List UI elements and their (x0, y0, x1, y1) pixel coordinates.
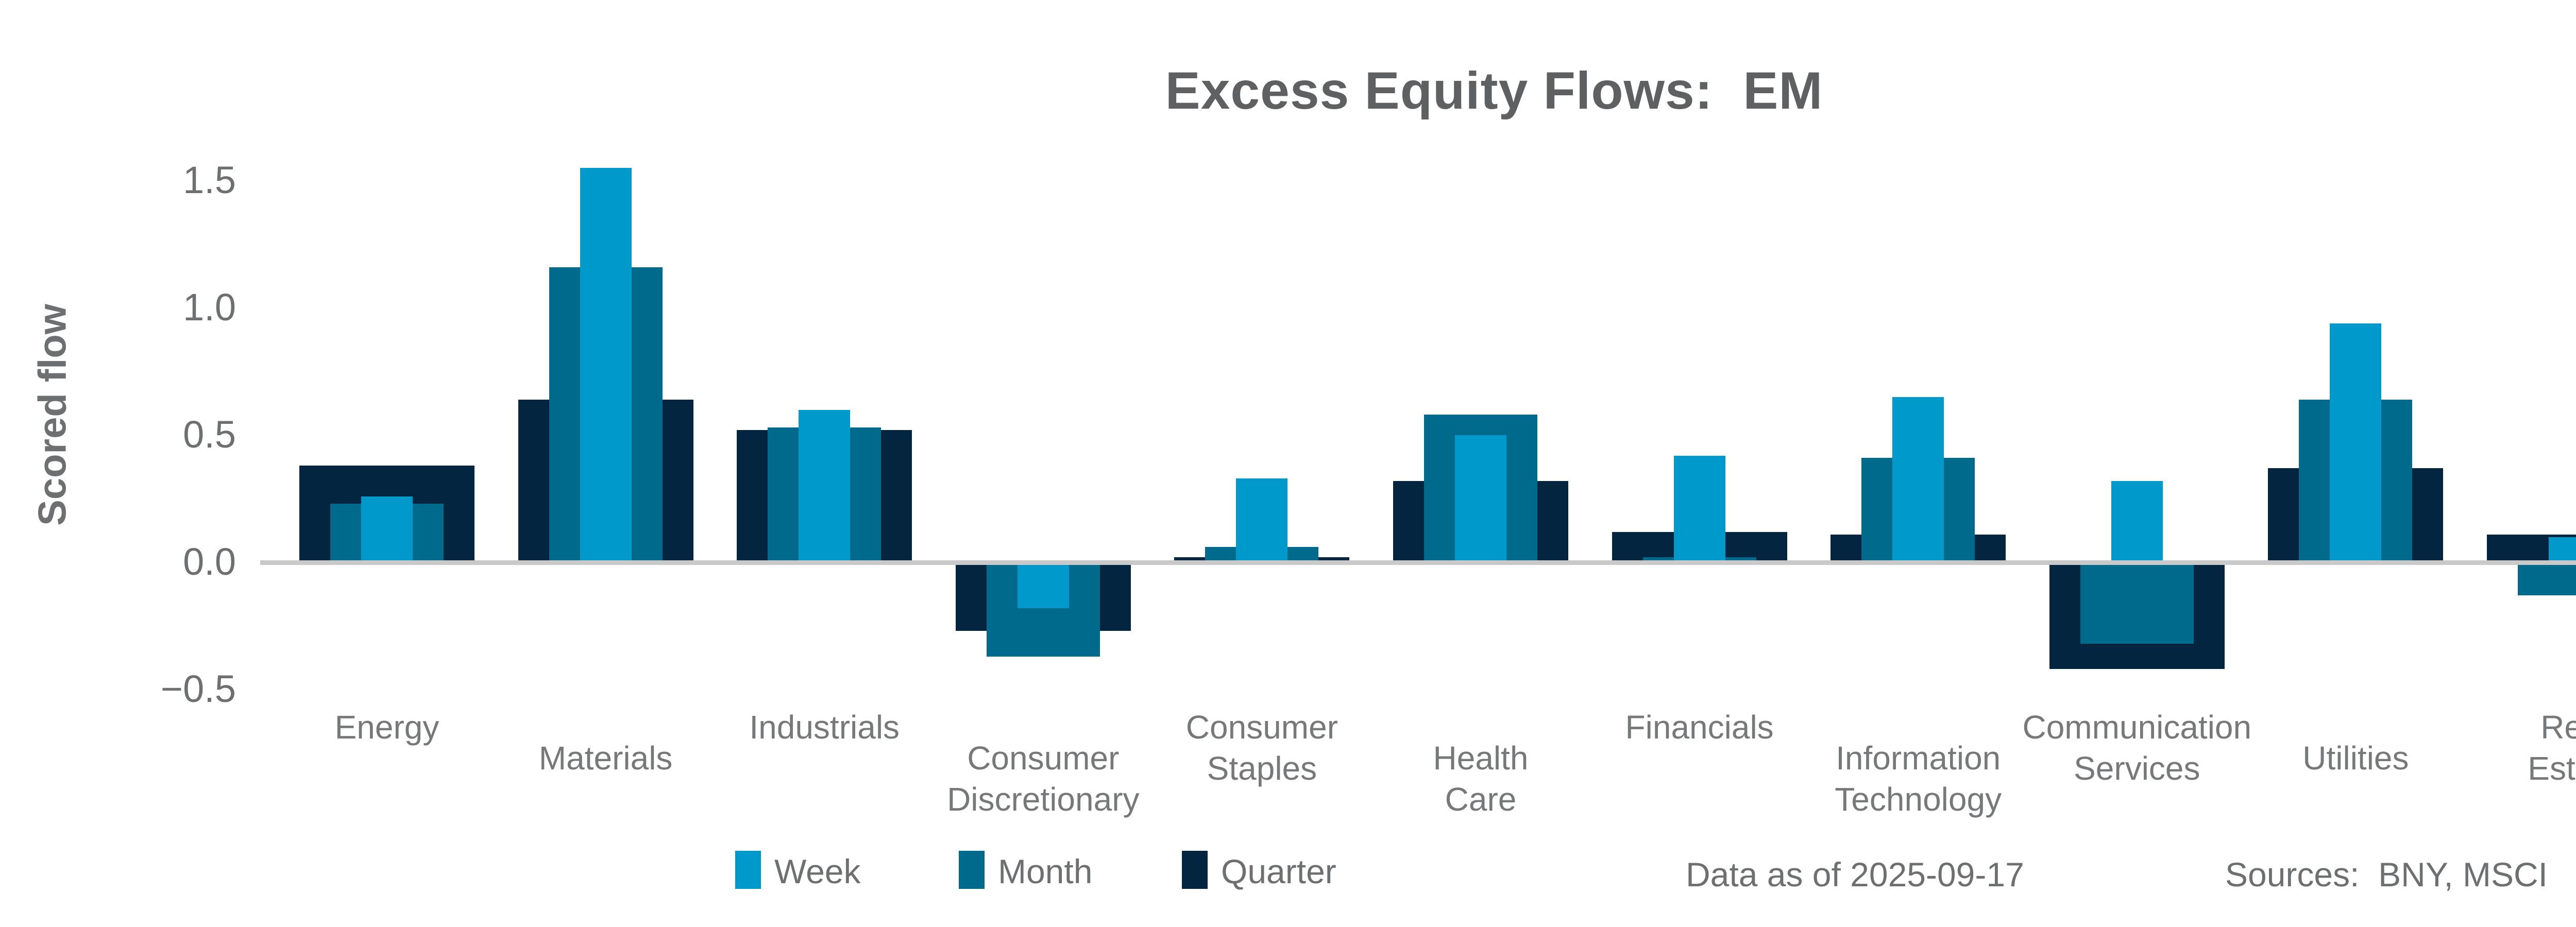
bar-week-health-care (1455, 435, 1506, 562)
y-tick-label-0.0: 0.0 (183, 540, 236, 583)
x-category-label-financials: Financials (1625, 709, 1774, 746)
bar-week-real-estate (2549, 537, 2576, 562)
legend-label-quarter: Quarter (1221, 852, 1336, 890)
bar-week-consumer-staples (1236, 478, 1288, 562)
bar-week-energy (361, 496, 413, 562)
bar-week-information-technology (1892, 397, 1944, 562)
bar-month-real-estate (2518, 562, 2576, 596)
bar-week-materials (580, 168, 632, 562)
x-category-label-communication-services: Communication Services (2022, 709, 2252, 787)
x-category-label-real-estate: Real Estate (2528, 709, 2576, 787)
legend-label-week: Week (774, 852, 861, 890)
bar-week-financials (1673, 455, 1725, 562)
bar-week-industrials (799, 409, 851, 562)
x-category-label-utilities: Utilities (2302, 740, 2409, 777)
x-category-label-materials: Materials (538, 740, 673, 777)
sources-note: Sources: BNY, MSCI (2225, 855, 2548, 894)
x-category-label-information-technology: Information Technology (1835, 740, 2002, 818)
legend-swatch-week (735, 851, 761, 889)
legend-label-month: Month (998, 852, 1093, 890)
x-category-label-industrials: Industrials (749, 709, 900, 746)
zero-axis-line (260, 560, 2576, 565)
bar-month-communication-services (2080, 562, 2194, 644)
y-tick-label-1.5: 1.5 (183, 159, 236, 201)
y-tick-label-0.5: 0.5 (183, 413, 236, 456)
x-category-label-consumer-staples: Consumer Staples (1185, 709, 1338, 787)
y-tick-label-1.0: 1.0 (183, 286, 236, 329)
x-category-label-consumer-discretionary: Consumer Discretionary (947, 740, 1140, 818)
x-category-label-energy: Energy (334, 709, 439, 746)
bar-week-utilities (2330, 323, 2382, 562)
data-as-of-note: Data as of 2025-09-17 (1686, 855, 2024, 894)
chart-title: Excess Equity Flows: EM (1165, 61, 1823, 120)
legend-swatch-quarter (1182, 851, 1208, 889)
x-category-label-health-care: Health Care (1433, 740, 1529, 818)
bar-week-communication-services (2111, 480, 2163, 562)
legend-swatch-month (959, 851, 985, 889)
bar-week-consumer-discretionary (1017, 562, 1069, 608)
y-tick-label-−0.5: −0.5 (160, 667, 236, 710)
